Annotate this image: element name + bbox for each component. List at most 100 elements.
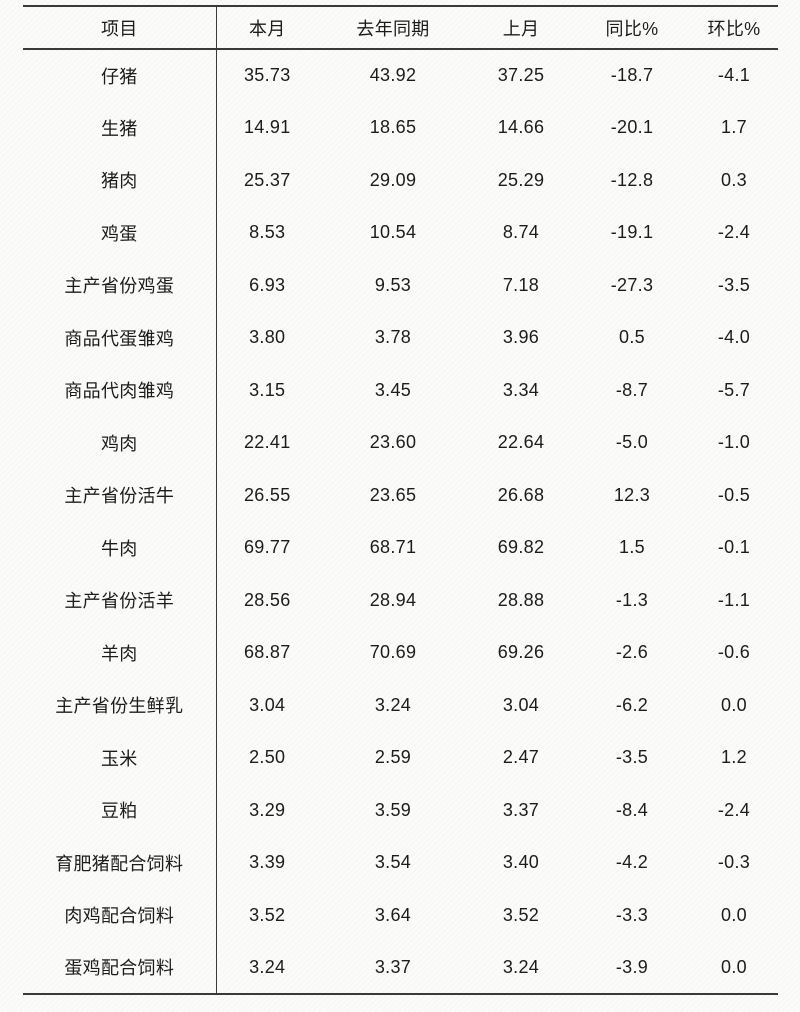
last-year-value-cell: 23.65 [369,484,417,505]
mom-percent-cell: -0.5 [717,484,751,505]
last-month-value-cell: 2.47 [502,747,540,768]
last-month-value-cell: 3.04 [502,694,540,715]
last-month-value-cell: 28.88 [497,589,545,610]
item-label: 蛋鸡配合饲料 [23,941,217,994]
column-header-item: 项目 [23,6,217,50]
table-row: 鸡肉 22.41 23.60 22.64 -5.0 -1.0 [23,416,778,469]
mom-percent-cell: -3.5 [717,274,751,295]
table-row: 羊肉 68.87 70.69 69.26 -2.6 -0.6 [23,626,778,679]
last-month-value-cell: 8.74 [502,222,540,243]
yoy-percent-cell: -20.1 [610,117,654,138]
mom-percent-cell: 0.3 [721,169,747,190]
current-month-value-cell: 28.56 [243,589,291,610]
table-row: 肉鸡配合饲料 3.52 3.64 3.52 -3.3 0.0 [23,889,778,942]
last-month-value-cell: 3.40 [502,852,540,873]
mom-percent-cell: -2.4 [717,222,751,243]
item-label: 羊肉 [23,626,217,679]
column-header-current-month: 本月 [216,6,318,50]
yoy-percent-cell: -18.7 [610,65,654,86]
last-month-value-cell: 3.37 [502,799,540,820]
table-row: 仔猪 35.73 43.92 37.25 -18.7 -4.1 [23,49,778,102]
last-year-value-cell: 10.54 [369,222,417,243]
current-month-value-cell: 3.24 [249,956,286,977]
current-month-value-cell: 26.55 [243,484,291,505]
yoy-percent-cell: -5.0 [615,432,649,453]
last-month-value-cell: 3.34 [502,379,540,400]
table-row: 牛肉 69.77 68.71 69.82 1.5 -0.1 [23,521,778,574]
last-year-value-cell: 18.65 [369,117,417,138]
item-label: 主产省份生鲜乳 [23,679,217,732]
last-month-value-cell: 37.25 [497,65,545,86]
mom-percent-cell: 0.0 [721,694,747,715]
last-year-value-cell: 28.94 [369,589,417,610]
table-row: 主产省份鸡蛋 6.93 9.53 7.18 -27.3 -3.5 [23,259,778,312]
current-month-value-cell: 3.52 [249,904,286,925]
current-month-value-cell: 3.80 [249,327,286,348]
mom-percent-cell: 1.2 [721,747,747,768]
last-year-value-cell: 43.92 [369,65,417,86]
current-month-value-cell: 8.53 [249,222,286,243]
table-row: 主产省份活羊 28.56 28.94 28.88 -1.3 -1.1 [23,574,778,627]
current-month-value-cell: 14.91 [243,117,291,138]
mom-percent-cell: -0.1 [717,537,751,558]
last-month-value-cell: 69.82 [497,537,545,558]
last-month-value-cell: 3.96 [502,327,540,348]
yoy-percent-cell: -27.3 [610,274,654,295]
mom-percent-cell: -1.1 [717,589,751,610]
last-year-value-cell: 3.59 [374,799,412,820]
item-label: 主产省份活羊 [23,574,217,627]
last-year-value-cell: 68.71 [369,537,417,558]
mom-percent-cell: -4.1 [717,65,751,86]
last-month-value-cell: 69.26 [497,642,545,663]
yoy-percent-cell: -2.6 [615,642,649,663]
current-month-value-cell: 3.29 [249,799,286,820]
item-label: 肉鸡配合饲料 [23,889,217,942]
yoy-percent-cell: -6.2 [615,694,649,715]
column-header-mom-percent: 环比% [690,6,778,50]
current-month-value-cell: 3.15 [249,379,286,400]
last-month-value-cell: 26.68 [497,484,545,505]
yoy-percent-cell: -12.8 [610,169,654,190]
item-label: 猪肉 [23,154,217,207]
yoy-percent-cell: 1.5 [619,537,645,558]
yoy-percent-cell: -8.7 [615,379,649,400]
item-label: 主产省份鸡蛋 [23,259,217,312]
item-label: 鸡肉 [23,416,217,469]
yoy-percent-cell: -3.3 [615,904,649,925]
table-row: 玉米 2.50 2.59 2.47 -3.5 1.2 [23,731,778,784]
last-year-value-cell: 3.64 [374,904,412,925]
table-row: 主产省份生鲜乳 3.04 3.24 3.04 -6.2 0.0 [23,679,778,732]
yoy-percent-cell: 0.5 [619,327,645,348]
last-month-value-cell: 7.18 [502,274,540,295]
last-month-value-cell: 3.52 [502,904,540,925]
mom-percent-cell: -0.3 [717,852,751,873]
item-label: 育肥猪配合饲料 [23,836,217,889]
current-month-value-cell: 68.87 [243,642,291,663]
current-month-value-cell: 22.41 [243,432,291,453]
mom-percent-cell: -1.0 [717,432,751,453]
current-month-value-cell: 69.77 [243,537,291,558]
table-row: 育肥猪配合饲料 3.39 3.54 3.40 -4.2 -0.3 [23,836,778,889]
mom-percent-cell: 0.0 [721,904,747,925]
price-table: 项目 本月 去年同期 上月 同比% 环比% 仔猪 35.73 43.92 37.… [23,5,778,995]
mom-percent-cell: 0.0 [721,956,747,977]
yoy-percent-cell: 12.3 [613,484,651,505]
table-row: 鸡蛋 8.53 10.54 8.74 -19.1 -2.4 [23,206,778,259]
item-label: 鸡蛋 [23,206,217,259]
yoy-percent-cell: -8.4 [615,799,649,820]
header-row: 项目 本月 去年同期 上月 同比% 环比% [23,6,778,50]
item-label: 牛肉 [23,521,217,574]
column-header-last-year: 去年同期 [318,6,468,50]
current-month-value-cell: 2.50 [249,747,286,768]
mom-percent-cell: -4.0 [717,327,751,348]
mom-percent-cell: -0.6 [717,642,751,663]
last-year-value-cell: 23.60 [369,432,417,453]
last-year-value-cell: 3.45 [374,379,412,400]
table-row: 猪肉 25.37 29.09 25.29 -12.8 0.3 [23,154,778,207]
table-row: 商品代肉雏鸡 3.15 3.45 3.34 -8.7 -5.7 [23,364,778,417]
last-year-value-cell: 9.53 [374,274,412,295]
last-month-value-cell: 25.29 [497,169,545,190]
column-header-last-month: 上月 [468,6,574,50]
current-month-value-cell: 35.73 [243,65,291,86]
last-month-value-cell: 3.24 [502,956,540,977]
